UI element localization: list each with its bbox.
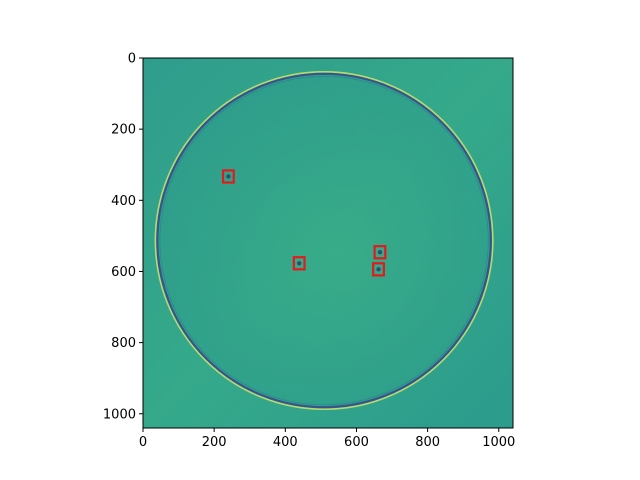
x-tick-label: 1000 (482, 435, 515, 450)
detection-box (221, 169, 235, 184)
y-tick-label: 800 (111, 336, 136, 351)
y-tick-label: 200 (111, 123, 136, 138)
well-ring-shadow (159, 75, 489, 406)
y-axis: 0 200 400 600 800 1000 (103, 52, 143, 422)
plot-frame (142, 57, 514, 429)
x-tick-label: 800 (415, 435, 440, 450)
detection-speck (377, 250, 383, 255)
well-ring-outer (154, 70, 494, 411)
y-tick-label: 600 (111, 265, 136, 280)
y-tick-label: 0 (128, 52, 136, 67)
x-tick-label: 600 (344, 435, 369, 450)
x-tick-label: 400 (273, 435, 298, 450)
well-ring-inner (156, 72, 492, 409)
y-tick-label: 400 (111, 194, 136, 209)
detection-box (372, 262, 385, 277)
image-plot (142, 57, 514, 429)
x-tick-label: 0 (139, 435, 147, 450)
y-tick-label: 1000 (103, 407, 136, 422)
detection-box (292, 256, 306, 271)
well-interior (158, 75, 490, 406)
detection-speck (376, 267, 381, 272)
x-tick-label: 200 (202, 435, 227, 450)
detection-speck (296, 261, 302, 266)
detection-speck (226, 174, 231, 179)
image-content (154, 70, 494, 411)
detection-box (373, 245, 387, 260)
x-axis: 0 200 400 600 800 1000 (139, 428, 515, 450)
